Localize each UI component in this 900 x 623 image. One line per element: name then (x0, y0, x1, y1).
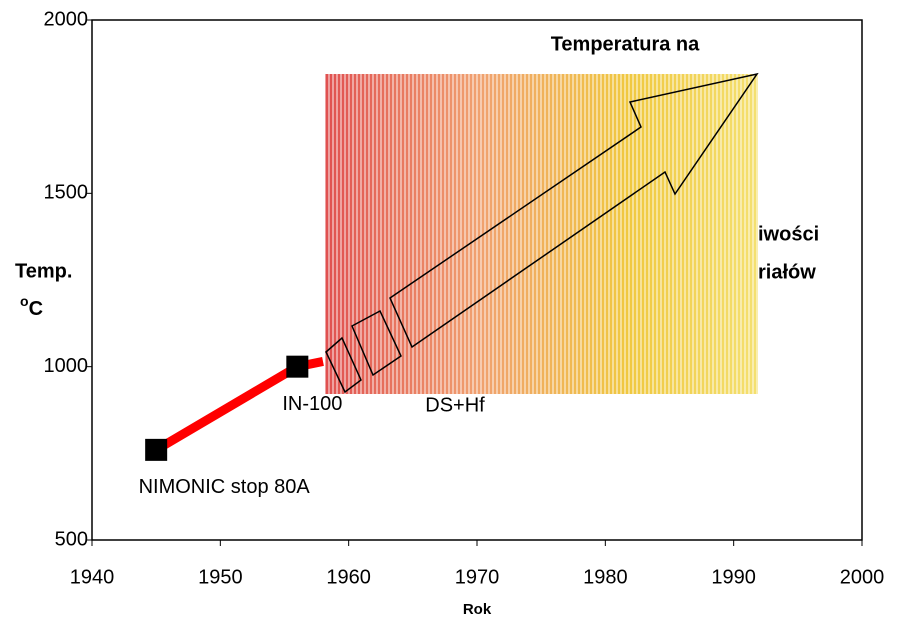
arrow (325, 72, 759, 394)
annotation: riałów (758, 261, 816, 283)
gradient-stripes (325, 74, 758, 394)
y-tick-label: 1000 (44, 355, 89, 377)
annotation: Temperatura na (551, 33, 700, 55)
x-tick-label: 1990 (711, 566, 756, 588)
annotation: iwości (758, 223, 819, 245)
point (145, 438, 168, 461)
y-tick-label: 2000 (44, 8, 89, 30)
x-tick-label: 2000 (840, 566, 885, 588)
arrow-segment (325, 336, 362, 394)
y-axis-unit-text: C (29, 298, 43, 320)
point (286, 355, 309, 378)
point-label: IN-100 (282, 393, 342, 415)
x-tick-label: 1950 (198, 566, 243, 588)
annotation: DS+Hf (425, 394, 485, 416)
x-tick-label: 1940 (70, 566, 115, 588)
point-label: NIMONIC stop 80A (139, 476, 311, 498)
arrow-head (389, 72, 759, 349)
x-tick-label: 1980 (583, 566, 628, 588)
y-axis-unit: oC (20, 293, 43, 321)
y-axis-title: Temp. (15, 260, 72, 282)
x-axis-title: Rok (463, 601, 492, 618)
y-tick-label: 1500 (44, 182, 89, 204)
x-tick-label: 1970 (455, 566, 500, 588)
y-tick-label: 500 (55, 528, 88, 550)
x-tick-label: 1960 (326, 566, 371, 588)
arrow-segment (351, 309, 402, 377)
y-axis-unit-prefix: o (20, 293, 29, 309)
